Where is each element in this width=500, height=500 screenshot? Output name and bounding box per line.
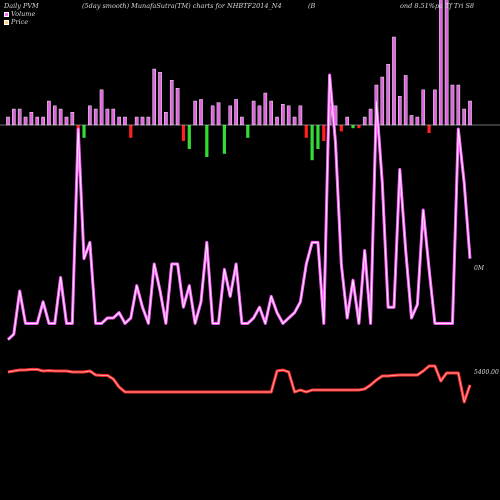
volume-bar: [392, 36, 396, 126]
volume-bar: [298, 105, 303, 126]
volume-bar: [468, 100, 472, 126]
price-line-highlight: [7, 365, 471, 403]
volume-bar: [187, 125, 191, 149]
volume-bar: [158, 71, 162, 126]
volume-bar: [316, 125, 320, 149]
volume-bar: [93, 108, 98, 126]
volume-bar: [427, 125, 431, 133]
header-left: Daily PVM: [4, 2, 39, 10]
volume-bar: [403, 75, 408, 126]
volume-bar: [181, 125, 186, 141]
volume-bar: [29, 111, 34, 126]
volume-bar: [52, 105, 57, 126]
volume-bar: [368, 108, 373, 126]
volume-bar: [175, 87, 180, 126]
volume-bar: [292, 116, 297, 126]
volume-bar: [64, 116, 69, 126]
volume-bar: [421, 89, 426, 126]
legend-price-label: Price: [11, 18, 29, 26]
volume-bar: [409, 115, 414, 126]
volume-bar: [450, 84, 455, 126]
volume-axis-label: 0M: [474, 265, 484, 272]
legend-volume: Volume: [4, 10, 35, 18]
volume-bar: [275, 116, 279, 126]
volume-bar: [345, 116, 349, 126]
volume-bar: [6, 116, 10, 126]
volume-bar: [304, 125, 308, 138]
volume-bar: [146, 116, 151, 126]
volume-bar: [444, 0, 449, 126]
volume-bar: [58, 108, 63, 126]
volume-bar: [380, 76, 385, 126]
volume-bar: [438, 0, 443, 126]
volume-bar: [70, 111, 75, 126]
volume-bar: [169, 79, 174, 126]
volume-bar: [257, 105, 262, 126]
volume-bar: [140, 116, 145, 126]
price-line: [7, 364, 472, 404]
volume-bar: [123, 116, 127, 126]
volume-bar: [210, 105, 215, 126]
volume-bar: [105, 108, 110, 126]
volume-bar: [134, 116, 139, 126]
volume-bar: [152, 68, 157, 126]
header-middle: (5day smooth) MunafaSutra(TM) charts for…: [82, 2, 282, 10]
volume-bar: [286, 105, 291, 126]
volume-line-highlight: [7, 74, 471, 340]
volume-bar: [193, 100, 197, 126]
volume-bar: [351, 125, 355, 129]
volume-bar: [117, 116, 121, 126]
volume-bar: [12, 108, 16, 126]
legend-volume-label: Volume: [11, 10, 36, 18]
volume-bar: [17, 108, 22, 126]
volume-bar: [415, 116, 420, 126]
volume-bar: [164, 111, 168, 126]
volume-bar: [228, 105, 233, 126]
volume-bar: [82, 125, 86, 138]
volume-bar: [456, 84, 461, 126]
volume-bar: [47, 100, 51, 126]
volume-bar: [205, 125, 209, 157]
volume-bar: [199, 99, 203, 126]
volume-bar: [281, 103, 285, 126]
volume-bar: [240, 116, 244, 126]
volume-bar: [88, 105, 92, 126]
volume-bar: [23, 116, 28, 126]
volume-bar: [129, 125, 133, 138]
volume-bar: [99, 89, 104, 126]
volume-bar: [234, 99, 238, 126]
volume-bar: [222, 125, 226, 154]
volume-bar: [269, 100, 273, 126]
volume-bar: [41, 116, 45, 126]
volume-bar: [339, 125, 343, 132]
volume-bar: [362, 116, 367, 126]
legend-volume-swatch: [4, 11, 9, 17]
legend-price-swatch: [4, 19, 9, 25]
volume-bar: [398, 95, 402, 126]
header-right-b: ond 8.51%pa Tf Tri S8: [400, 2, 475, 10]
volume-bar: [251, 100, 256, 126]
legend-price: Price: [4, 18, 28, 26]
volume-bar: [246, 125, 250, 138]
volume-bar: [433, 89, 437, 126]
volume-bar: [357, 125, 361, 129]
volume-bar: [322, 125, 326, 141]
volume-bar: [35, 116, 40, 126]
volume-bar: [263, 92, 268, 126]
volume-bar: [111, 108, 116, 126]
volume-bar: [216, 102, 221, 126]
volume-bar: [386, 63, 390, 126]
header-right-a: (B: [308, 2, 316, 10]
volume-bar: [310, 125, 314, 161]
price-axis-label: 5400.00: [474, 369, 499, 376]
volume-bar: [462, 108, 466, 126]
